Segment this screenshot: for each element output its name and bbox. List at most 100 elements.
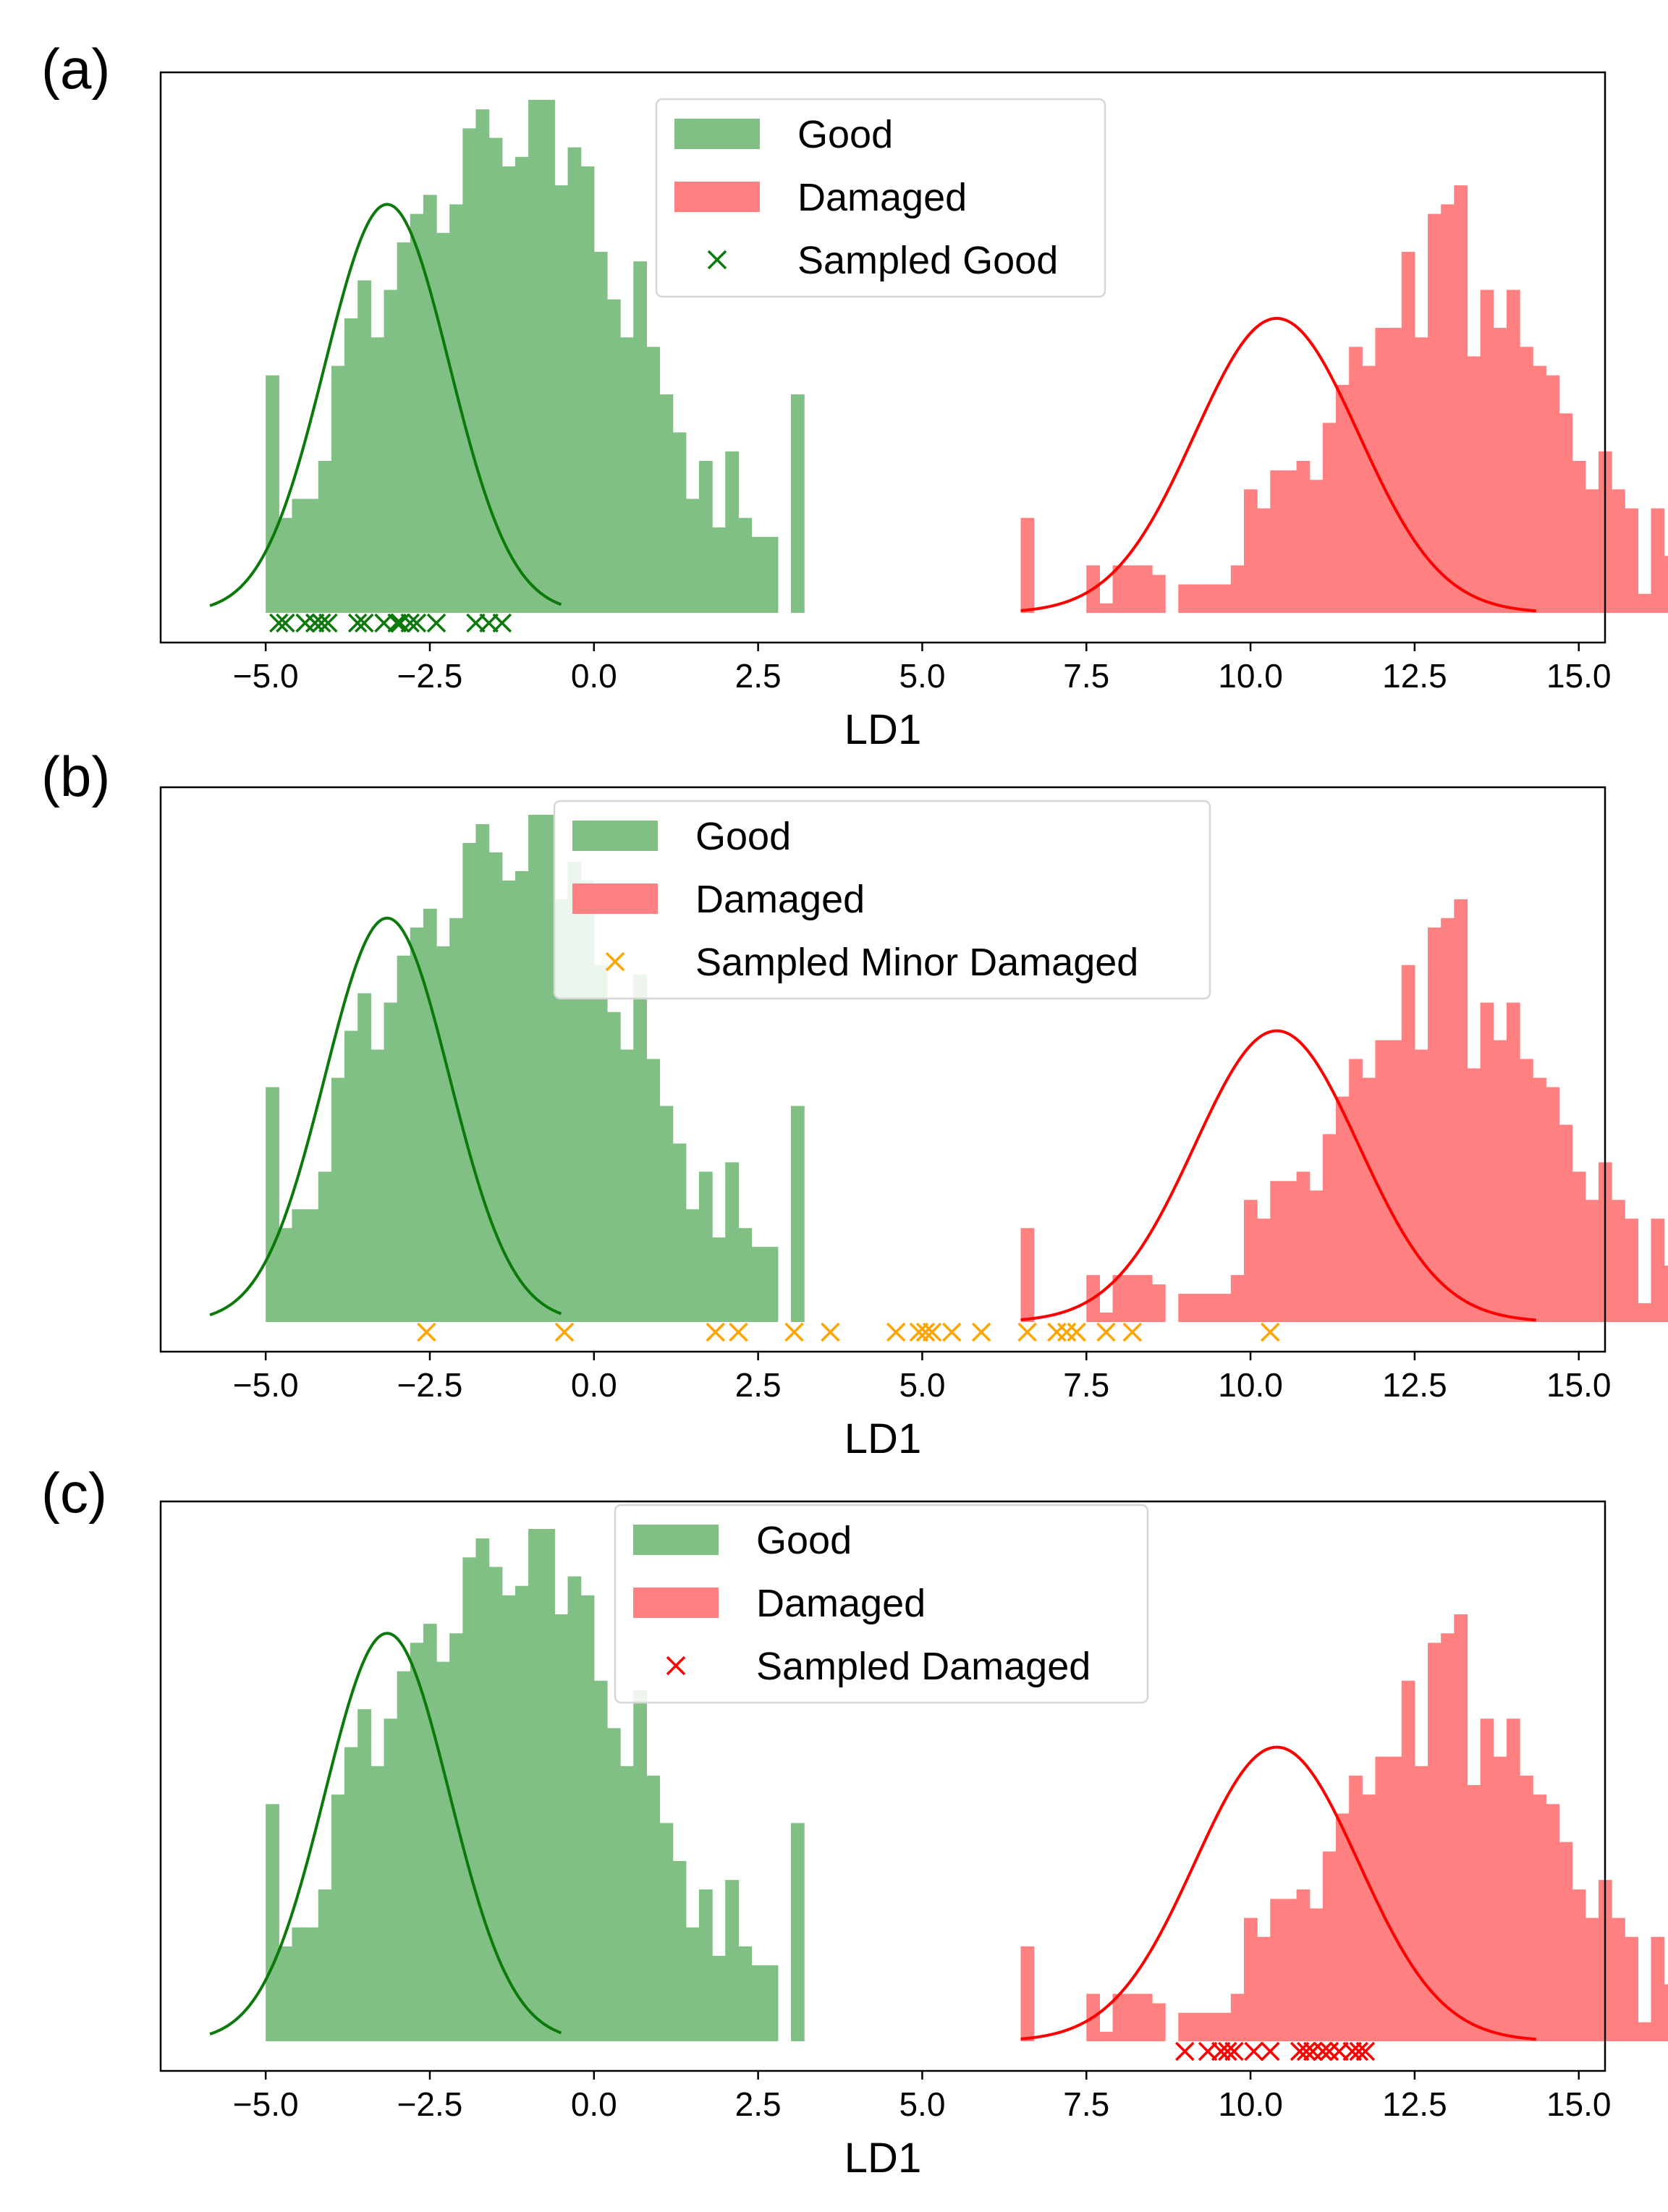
- histogram-bar: [685, 499, 700, 613]
- sampled-point-marker: [706, 1322, 725, 1342]
- sampled-point-marker: [729, 1322, 748, 1342]
- histogram-bar: [384, 289, 398, 613]
- histogram-bar: [790, 394, 805, 613]
- histogram-bar: [751, 1965, 766, 2041]
- histogram-bar: [1638, 593, 1652, 613]
- x-tick-label: 12.5: [1382, 1366, 1447, 1404]
- x-tick-label: 10.0: [1218, 2085, 1283, 2123]
- histogram-bar: [1151, 1284, 1166, 1322]
- histogram-bar: [620, 1766, 634, 2041]
- histogram-bar: [554, 185, 569, 613]
- histogram-bar: [1178, 584, 1193, 613]
- sampled-point-marker: [318, 613, 338, 633]
- histogram-bar: [1204, 1294, 1219, 1322]
- x-tick-label: −5.0: [233, 657, 299, 695]
- histogram-bar: [501, 880, 516, 1322]
- histogram-bar: [1270, 1899, 1284, 2041]
- x-axis: −5.0 −2.5 0.0 2.5 5.0 7.5 10.0 12.5 15.0 LD1: [233, 643, 1611, 753]
- sampled-point-marker: [821, 1322, 840, 1342]
- histogram-bar: [1520, 1775, 1533, 2041]
- histogram-bar: [1388, 1756, 1402, 2041]
- panel-label: (a): [41, 37, 110, 101]
- legend-label: Damaged: [695, 878, 865, 921]
- histogram-bar: [462, 128, 477, 613]
- histogram-bar: [1454, 1614, 1468, 2041]
- histogram-bar: [698, 1171, 713, 1322]
- histogram-bar: [580, 1595, 595, 2041]
- x-tick-label: 2.5: [735, 657, 782, 695]
- histogram-bar: [659, 1823, 674, 2041]
- fit-curve-damaged: [1020, 1745, 1536, 2041]
- sampled-point-marker: [971, 1322, 991, 1342]
- x-tick-label: 0.0: [571, 657, 617, 695]
- histogram-bar: [593, 965, 608, 1322]
- x-tick-label: 2.5: [735, 1366, 782, 1404]
- fit-curve-damaged: [1020, 317, 1536, 613]
- histogram-bar: [318, 1889, 332, 2041]
- sampled-point-marker: [1349, 2041, 1369, 2061]
- histogram-bar: [305, 1209, 319, 1322]
- histogram-bar: [1230, 1275, 1245, 1322]
- legend-label: Sampled Minor Damaged: [695, 941, 1138, 984]
- histogram-bar: [1217, 584, 1232, 613]
- histogram-bar: [1322, 1851, 1337, 2041]
- histogram-bar: [371, 1049, 385, 1322]
- sampled-point-marker: [400, 613, 420, 633]
- histogram-bar: [1362, 1077, 1376, 1322]
- histogram-bar: [1349, 1775, 1363, 2041]
- histogram-bar: [1612, 1918, 1625, 2041]
- histogram-bar: [764, 1247, 779, 1322]
- x-tick-label: 12.5: [1382, 657, 1447, 695]
- histogram-bar: [331, 1077, 345, 1322]
- sampled-point-marker: [1017, 1322, 1037, 1342]
- histogram-bar: [633, 1690, 647, 2041]
- histogram-bar: [318, 460, 332, 613]
- histogram-bar: [397, 1671, 411, 2041]
- histogram-bar: [725, 451, 739, 613]
- histogram-bar: [1441, 918, 1455, 1322]
- histogram-bar: [1454, 899, 1468, 1322]
- x-tick-label: 12.5: [1382, 2085, 1447, 2123]
- histogram-bar: [292, 1927, 306, 2041]
- histogram-bar: [1125, 565, 1140, 613]
- histogram-bar: [488, 852, 503, 1322]
- histogram-bar: [371, 337, 385, 613]
- histogram-bar: [1638, 1303, 1652, 1322]
- histogram-bar: [501, 1595, 516, 2041]
- histogram-bar: [1112, 565, 1127, 613]
- histogram-bar: [1625, 508, 1638, 613]
- histogram-bar: [1664, 1984, 1668, 2041]
- sampled-point-marker: [1218, 2041, 1237, 2061]
- legend-swatch: [572, 883, 658, 914]
- sampled-point-marker: [1057, 1322, 1077, 1342]
- x-tick-label: 7.5: [1063, 657, 1109, 695]
- histogram-bar: [1020, 517, 1035, 613]
- histogram-bar: [751, 536, 766, 613]
- histogram-bar: [1651, 508, 1665, 613]
- panel-a: (a) −5.0 −2.5 0.0 2.5 5.0 7.5 10.0 12.5 15.0 LD1 Go…: [41, 37, 1668, 753]
- sampled-points: [417, 1322, 1280, 1342]
- histogram-bar: [1480, 1002, 1494, 1322]
- histogram-bar: [1480, 289, 1494, 613]
- histogram-bar: [620, 337, 634, 613]
- histogram-bar: [1388, 1040, 1402, 1322]
- histogram-bar: [528, 1529, 542, 2041]
- histogram-bar: [606, 299, 621, 613]
- histogram-bar: [593, 1680, 608, 2041]
- histogram-bar: [1217, 1294, 1232, 1322]
- legend: Good Damaged Sampled Minor Damaged: [553, 800, 1211, 1000]
- histogram-bar: [1230, 1993, 1245, 2041]
- legend-label: Good: [797, 113, 893, 156]
- histogram-bar: [475, 823, 490, 1322]
- histogram-bar: [567, 147, 582, 613]
- histogram-bar: [738, 1228, 753, 1322]
- x-tick-label: −5.0: [233, 1366, 299, 1404]
- histogram-bar: [436, 232, 450, 613]
- histogram-bar: [266, 1087, 279, 1322]
- legend-label: Damaged: [797, 176, 967, 219]
- histogram-bar: [1493, 1756, 1507, 2041]
- histogram-bar: [1283, 1899, 1297, 2041]
- histogram-bar: [1336, 384, 1350, 613]
- histogram-bar: [1414, 1049, 1428, 1322]
- x-tick-label: 5.0: [899, 657, 945, 695]
